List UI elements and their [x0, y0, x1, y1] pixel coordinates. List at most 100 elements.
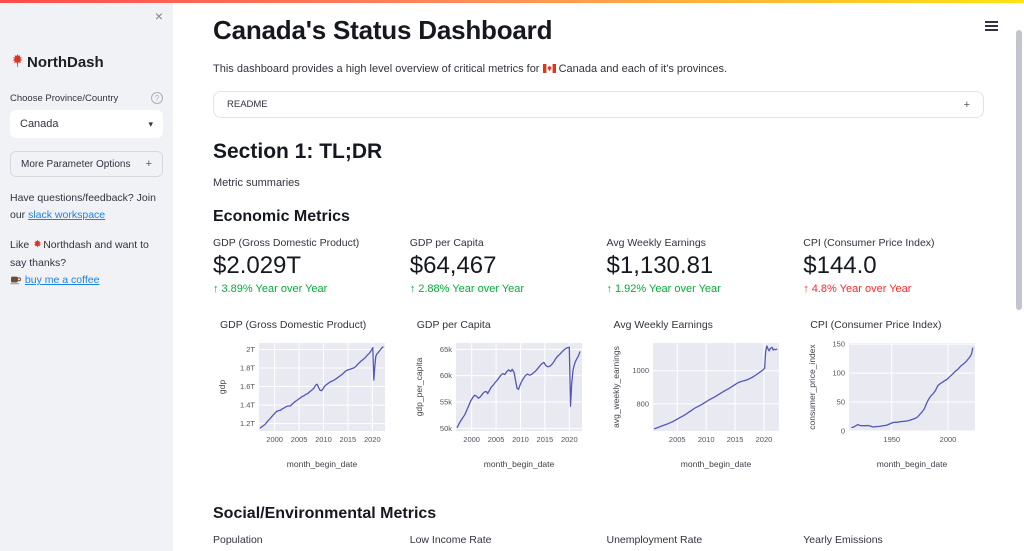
- trend-arrow-icon: ↑: [803, 283, 809, 295]
- metric-label: GDP (Gross Domestic Product): [213, 237, 360, 249]
- svg-text:1950: 1950: [884, 435, 901, 444]
- metric-label: Avg Weekly Earnings: [606, 237, 706, 249]
- chart-gdp: GDP (Gross Domestic Product) 1.2T 1.4T 1.6…: [213, 319, 394, 477]
- metric-value: $1,130.81: [606, 252, 714, 279]
- svg-text:month_begin_date: month_begin_date: [680, 459, 751, 469]
- svg-text:1.2T: 1.2T: [240, 419, 255, 428]
- metric-value: 12.1%: [410, 549, 591, 551]
- thanks-text: Like Northdash and want to say thanks? b…: [10, 237, 163, 291]
- help-icon[interactable]: ?: [151, 92, 163, 104]
- metric-low-income-rate: Low Income Rate 12.1% ↓-1.63% Year over …: [410, 534, 591, 551]
- vertical-scrollbar[interactable]: [1016, 30, 1022, 310]
- metric-label: Population: [213, 534, 263, 546]
- svg-text:50k: 50k: [440, 424, 452, 433]
- page-title: Canada's Status Dashboard: [213, 15, 553, 45]
- slack-workspace-link[interactable]: slack workspace: [28, 208, 106, 221]
- subtitle-suffix: Canada and each of it's provinces.: [555, 63, 728, 75]
- metric-gdp-per-capita: GDP per Capita $64,467 ↑ 2.88% Year over …: [410, 237, 591, 295]
- main-content: Canada's Status Dashboard This dashboard…: [173, 3, 1024, 551]
- main-menu-icon[interactable]: [985, 21, 998, 31]
- metric-unemployment-rate: Unemployment Rate 6.5% ↓-30.85% Year ove…: [607, 534, 788, 551]
- trend-arrow-icon: ↑: [606, 283, 613, 295]
- svg-text:60k: 60k: [440, 371, 452, 380]
- svg-text:1000: 1000: [632, 366, 649, 375]
- metric-label: Yearly Emissions: [803, 534, 883, 546]
- page-subtitle: This dashboard provides a high level ove…: [213, 63, 984, 76]
- trend-arrow-icon: ↑: [213, 283, 219, 295]
- sidebar-close-icon[interactable]: ×: [154, 8, 163, 24]
- svg-text:100: 100: [833, 369, 846, 378]
- cpi-line-chart[interactable]: 0 50 100 150 1950 2000 consumer_price_indexmon…: [803, 337, 983, 477]
- trend-arrow-icon: ↑: [409, 283, 416, 295]
- svg-text:month_begin_date: month_begin_date: [484, 459, 555, 469]
- sidebar: × NorthDash Choose Province/Country ? Ca…: [0, 3, 173, 551]
- svg-text:2020: 2020: [364, 435, 381, 444]
- svg-text:65k: 65k: [440, 345, 452, 354]
- metric-label: GDP per Capita: [409, 237, 484, 249]
- svg-text:1.6T: 1.6T: [240, 382, 255, 391]
- svg-text:2000: 2000: [463, 435, 480, 444]
- thanks-suffix: Northdash and want to say thanks?: [10, 238, 149, 270]
- chart-cpi: CPI (Consumer Price Index) 0 50 100 150 1950…: [803, 319, 984, 477]
- plus-icon: +: [963, 98, 970, 111]
- svg-text:gdp_per_capita: gdp_per_capita: [414, 357, 424, 416]
- chart-gdp-per-capita: GDP per Capita 50k 55k 60k 65k 2000 2005 2010 2…: [410, 319, 591, 477]
- metric-value: 6.5%: [607, 549, 788, 551]
- section-title: Section 1: TL;DR: [213, 140, 383, 163]
- province-select[interactable]: Canada ▾: [10, 110, 163, 138]
- province-select-value: Canada: [20, 118, 59, 130]
- maple-leaf-icon: [32, 239, 43, 256]
- svg-text:consumer_price_index: consumer_price_index: [807, 343, 817, 429]
- svg-text:2005: 2005: [291, 435, 308, 444]
- select-label: Choose Province/Country: [10, 92, 119, 104]
- feedback-prefix: Have questions/feedback? Join our: [10, 192, 156, 221]
- readme-expander[interactable]: README +: [213, 91, 984, 118]
- svg-text:2010: 2010: [512, 435, 529, 444]
- metric-label: Unemployment Rate: [606, 534, 703, 546]
- svg-text:2020: 2020: [755, 435, 772, 444]
- subtitle-prefix: This dashboard provides a high level ove…: [213, 63, 543, 75]
- metric-cpi: CPI (Consumer Price Index) $144.0 ↑ 4.8% …: [803, 237, 984, 295]
- svg-text:0: 0: [841, 427, 845, 436]
- svg-text:2015: 2015: [726, 435, 743, 444]
- metric-value: $64,467: [409, 252, 497, 279]
- svg-text:2020: 2020: [561, 435, 578, 444]
- metric-value: $144.0: [803, 252, 877, 279]
- more-parameters-expander[interactable]: More Parameter Options +: [10, 151, 163, 177]
- svg-text:month_begin_date: month_begin_date: [877, 459, 948, 469]
- svg-text:2000: 2000: [266, 435, 283, 444]
- svg-text:2005: 2005: [487, 435, 504, 444]
- metric-label: Low Income Rate: [409, 534, 492, 546]
- social-metrics-heading: Social/Environmental Metrics: [213, 505, 437, 522]
- metric-value: 771,813.00: [803, 549, 984, 551]
- svg-text:gdp: gdp: [217, 380, 227, 394]
- metric-yearly-emissions: Yearly Emissions 771,813.00 ↑0.05% Year …: [803, 534, 984, 551]
- buy-coffee-link[interactable]: buy me a coffee: [24, 274, 100, 287]
- metric-delta: ↑ 1.92% Year over Year: [606, 283, 721, 295]
- gdp-per-capita-line-chart[interactable]: 50k 55k 60k 65k 2000 2005 2010 2015 2020 gdp_per_…: [410, 337, 590, 477]
- chart-title: GDP (Gross Domestic Product): [220, 319, 367, 331]
- svg-text:2015: 2015: [340, 435, 357, 444]
- section-subtitle: Metric summaries: [213, 177, 300, 189]
- chart-title: GDP per Capita: [416, 319, 491, 331]
- brand: NorthDash: [10, 53, 163, 72]
- svg-text:150: 150: [833, 340, 846, 349]
- gdp-line-chart[interactable]: 1.2T 1.4T 1.6T 1.8T 2T 2000 2005 2010 2015 2020 gd…: [213, 337, 393, 477]
- decoration-bar: [0, 0, 1024, 3]
- chart-title: Avg Weekly Earnings: [613, 319, 713, 331]
- svg-text:2015: 2015: [536, 435, 553, 444]
- feedback-text: Have questions/feedback? Join our slack …: [10, 190, 163, 224]
- brand-name: NorthDash: [27, 54, 104, 71]
- avg-weekly-earnings-line-chart[interactable]: 800 1000 2005 2010 2015 2020 avg_weekly_earnin…: [607, 337, 787, 477]
- chart-title: CPI (Consumer Price Index): [810, 319, 942, 331]
- thanks-prefix: Like: [10, 238, 33, 251]
- metric-value: 31.5M: [213, 549, 394, 551]
- chevron-down-icon: ▾: [148, 118, 153, 129]
- metric-value: $2.029T: [213, 252, 302, 279]
- svg-text:month_begin_date: month_begin_date: [287, 459, 358, 469]
- svg-text:2005: 2005: [668, 435, 685, 444]
- metric-delta: ↑ 2.88% Year over Year: [409, 283, 525, 295]
- economic-metrics-heading: Economic Metrics: [213, 208, 350, 225]
- canada-flag-icon: [542, 64, 556, 76]
- economic-charts-row: GDP (Gross Domestic Product) 1.2T 1.4T 1.6…: [213, 319, 984, 477]
